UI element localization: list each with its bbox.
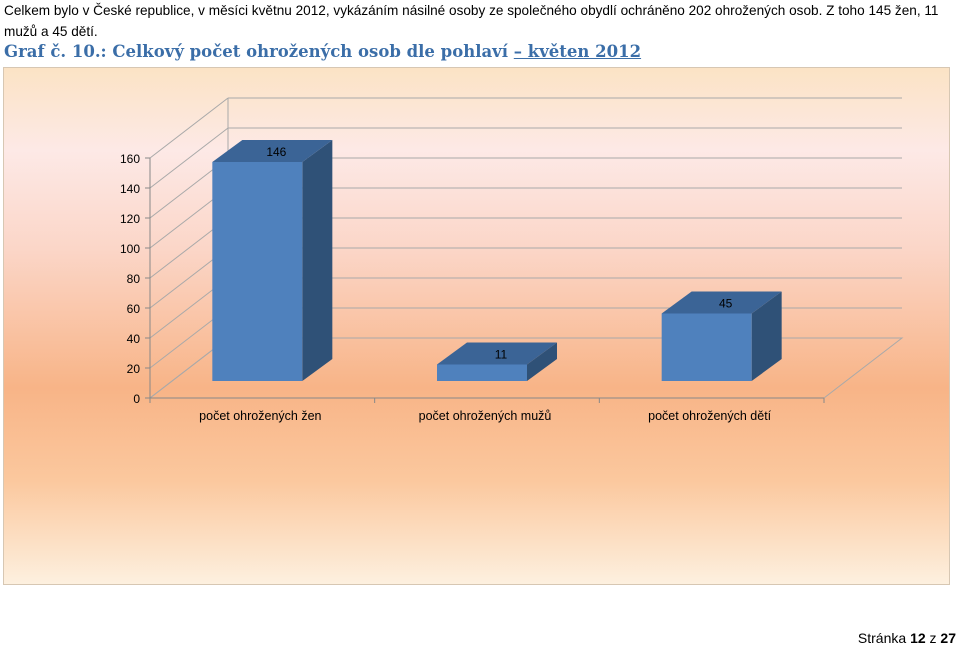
x-category-label: počet ohrožených mužů [419,409,552,423]
data-label: 146 [266,145,286,159]
bar-top [661,291,782,314]
y-tick-label: 60 [127,302,141,316]
bar [437,364,527,381]
page-current: 12 [910,630,926,646]
y-tick-label: 80 [127,272,141,286]
page-sep: z [929,630,937,646]
y-tick-label: 20 [127,362,141,376]
bar [212,162,303,381]
bar-side [527,342,557,381]
page-word: Stránka [857,630,907,646]
bar-top [212,140,333,162]
y-tick-label: 100 [120,242,140,256]
page-total: 27 [940,630,956,646]
y-tick-label: 140 [120,182,140,196]
data-label: 45 [719,297,733,311]
side-gridline [149,97,229,159]
chart-caption: Graf č. 10.: Celkový počet ohrožených os… [4,42,641,61]
x-category-label: počet ohrožených žen [199,409,321,423]
chart-area: 0 20 40 60 80 100 120 140 160 146 počet ohrožených… [3,67,950,585]
y-tick-label: 0 [133,392,140,406]
data-label: 11 [495,348,508,362]
y-tick-label: 160 [120,152,140,166]
intro-paragraph: Celkem bylo v České republice, v měsíci … [4,3,939,39]
y-tick-label: 40 [127,332,141,346]
bar-side [751,291,782,381]
bar-chart: 0 20 40 60 80 100 120 140 160 146 počet ohrožených… [120,97,904,423]
caption-date: – květen 2012 [513,42,642,61]
bar-top [437,342,557,365]
bar [661,313,752,381]
y-tick-label: 120 [120,212,140,226]
bar-side [302,140,333,381]
x-category-label: počet ohrožených dětí [648,409,772,423]
page-footer: Stránka 12 z 27 [858,630,956,646]
side-gridline [149,127,229,189]
caption-text: Graf č. 10.: Celkový počet ohrožených os… [4,42,514,61]
